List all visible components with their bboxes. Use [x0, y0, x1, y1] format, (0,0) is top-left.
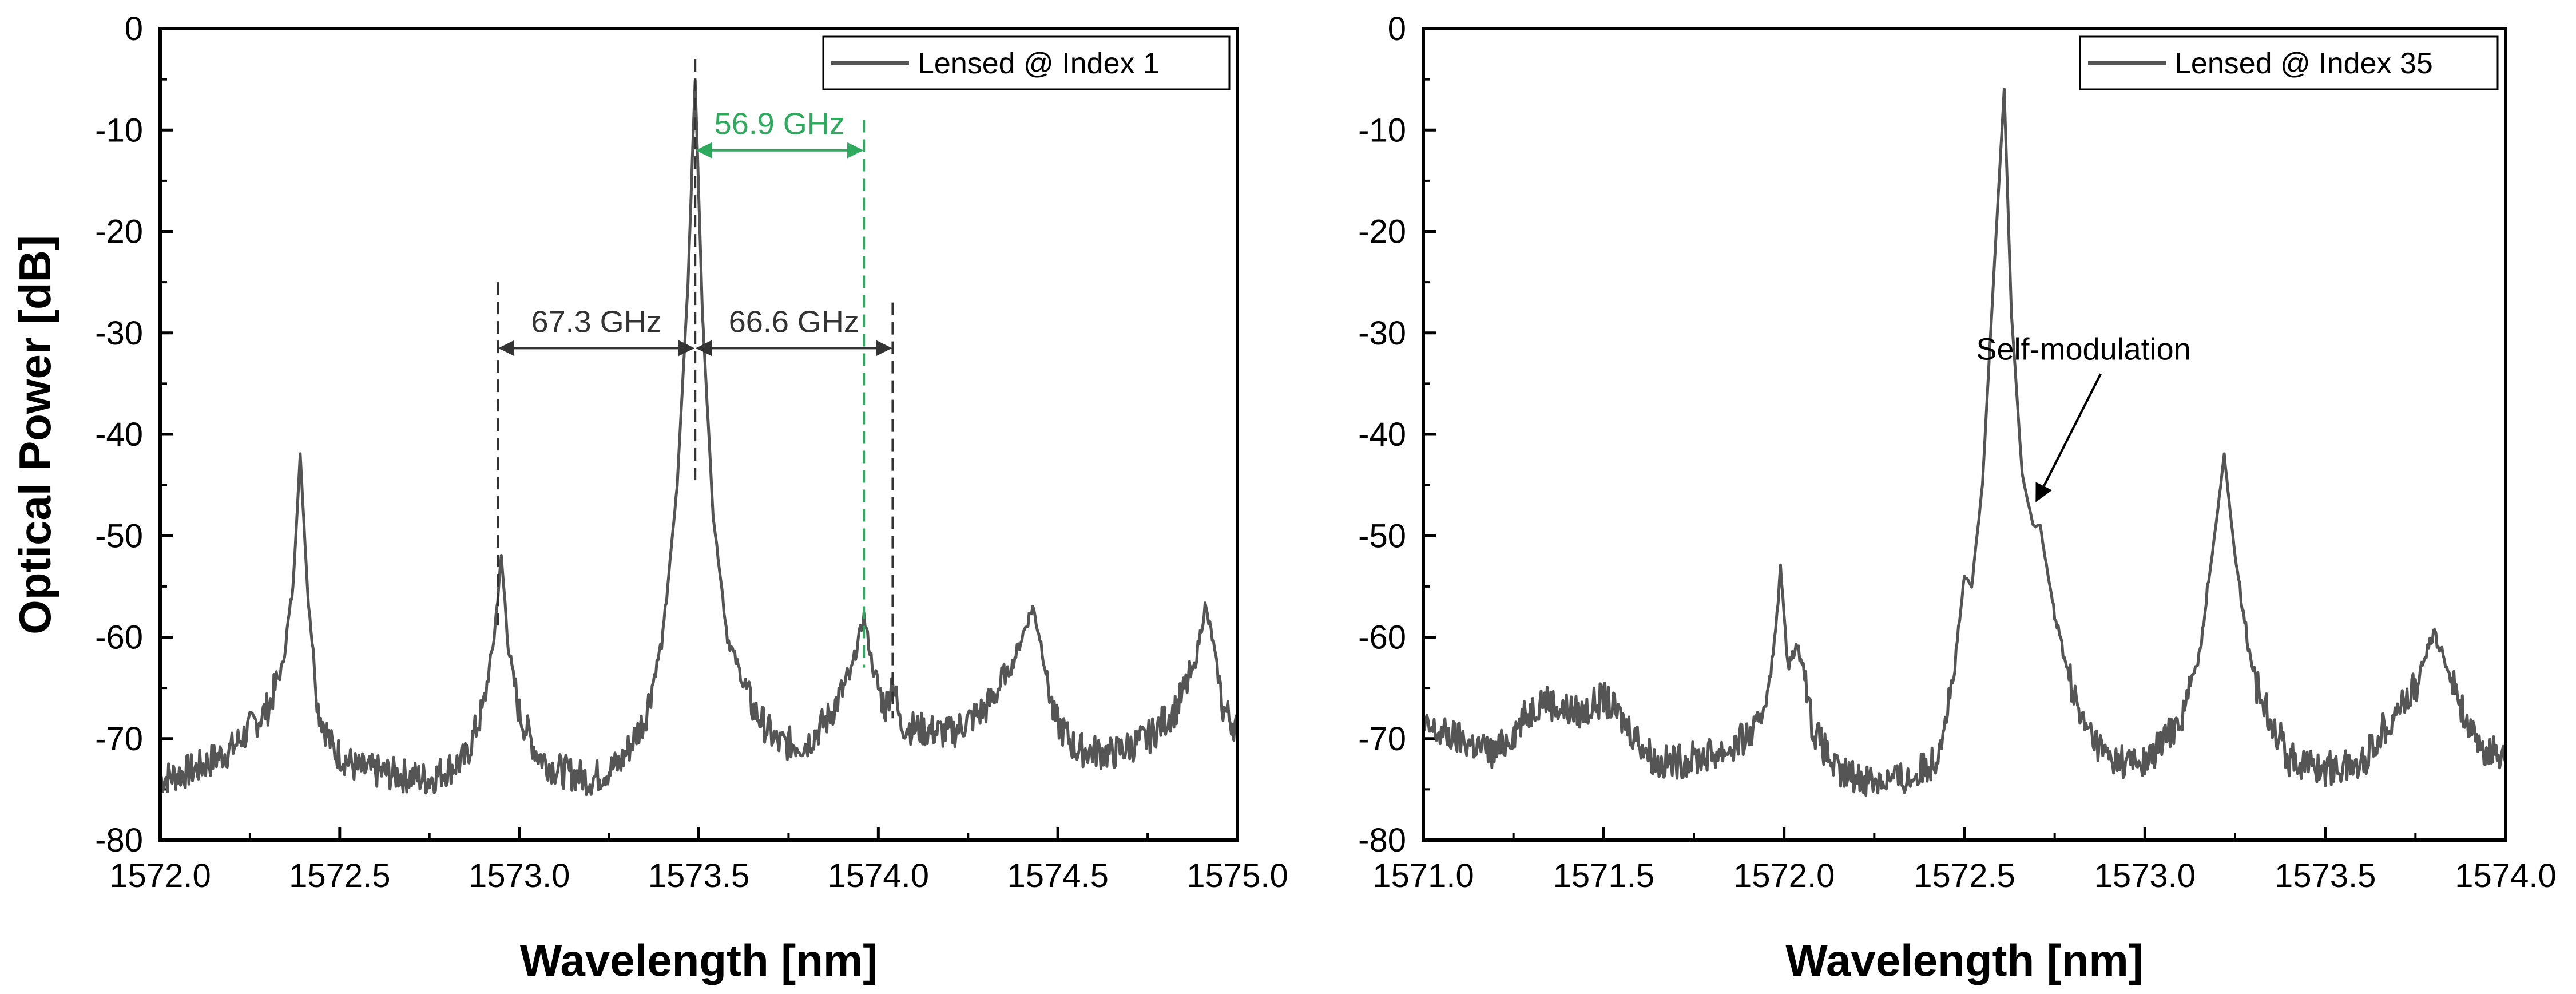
x-tick-label: 1573.5: [2275, 857, 2376, 894]
series-line: [158, 78, 1239, 797]
y-tick-label: -10: [95, 112, 143, 149]
y-tick-label: 0: [125, 10, 143, 47]
x-tick-label: 1573.0: [469, 857, 570, 894]
y-tick-label: -50: [95, 517, 143, 555]
right-chart-panel: 1571.0 1571.5 1572.0 1572.5 1573.0 1573.5 1574…: [1358, 10, 2557, 985]
x-tick-label: 1571.5: [1553, 857, 1654, 894]
x-tick-label: 1575.0: [1186, 857, 1288, 894]
plot-frame: [1422, 27, 2507, 842]
annotation-label: Self-modulation: [1976, 332, 2191, 366]
x-tick-label: 1574.0: [2455, 857, 2556, 894]
x-axis-title: Wavelength [nm]: [520, 935, 878, 985]
y-tick-label: -60: [95, 619, 143, 656]
x-tick-label: 1572.5: [1914, 857, 2015, 894]
y-tick-label: -80: [1358, 822, 1406, 859]
x-tick-label: 1572.0: [109, 857, 211, 894]
x-tick-label: 1572.5: [289, 857, 390, 894]
y-tick-label: -80: [95, 822, 143, 859]
x-axis-title: Wavelength [nm]: [1785, 935, 2143, 985]
y-tick-label: -60: [1358, 619, 1406, 656]
y-tick-label: -30: [95, 315, 143, 352]
x-tick-label: 1571.0: [1372, 857, 1474, 894]
y-tick-label: -70: [95, 720, 143, 758]
plot-frame: [158, 27, 1239, 842]
x-tick-label: 1573.5: [648, 857, 749, 894]
y-tick-label: -20: [1358, 213, 1406, 251]
series-line: [1422, 88, 2507, 797]
x-tick-label: 1573.0: [2094, 857, 2196, 894]
y-tick-label: -40: [95, 416, 143, 453]
left-chart-panel: 1572.0 1572.5 1573.0 1573.5 1574.0 1574.5 1575…: [95, 10, 1288, 985]
x-tick-label: 1574.0: [828, 857, 929, 894]
y-tick-label: -10: [1358, 112, 1406, 149]
spacing-label: 66.6 GHz: [729, 304, 859, 339]
spacing-label: 56.9 GHz: [715, 107, 845, 141]
spacing-label: 67.3 GHz: [531, 304, 662, 339]
legend-label: Lensed @ Index 1: [918, 47, 1160, 80]
y-tick-label: -30: [1358, 315, 1406, 352]
legend-label: Lensed @ Index 35: [2174, 47, 2433, 80]
y-tick-label: -40: [1358, 416, 1406, 453]
y-tick-label: -50: [1358, 517, 1406, 555]
y-axis-title: Optical Power [dB]: [10, 235, 60, 635]
x-tick-label: 1572.0: [1733, 857, 1835, 894]
x-tick-label: 1574.5: [1007, 857, 1108, 894]
y-tick-label: -20: [95, 213, 143, 251]
y-tick-label: 0: [1388, 10, 1406, 47]
y-tick-label: -70: [1358, 720, 1406, 758]
annotation-arrow: [2035, 373, 2102, 502]
